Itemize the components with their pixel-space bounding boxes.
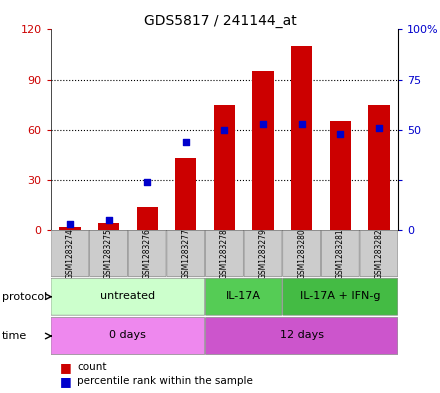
Text: IL-17A: IL-17A: [226, 291, 261, 301]
Bar: [214, 105, 235, 230]
Text: percentile rank within the sample: percentile rank within the sample: [77, 376, 253, 386]
Text: GSM1283278: GSM1283278: [220, 228, 229, 279]
Text: GSM1283282: GSM1283282: [374, 228, 383, 279]
FancyBboxPatch shape: [244, 230, 282, 277]
Point: [182, 139, 189, 145]
FancyBboxPatch shape: [51, 230, 89, 277]
Text: 12 days: 12 days: [280, 330, 324, 340]
Bar: [136, 206, 158, 230]
FancyBboxPatch shape: [51, 278, 205, 315]
Point: [105, 217, 112, 223]
FancyBboxPatch shape: [205, 318, 398, 354]
FancyBboxPatch shape: [283, 230, 321, 277]
FancyBboxPatch shape: [321, 230, 359, 277]
FancyBboxPatch shape: [128, 230, 166, 277]
Text: GSM1283275: GSM1283275: [104, 228, 113, 279]
FancyBboxPatch shape: [51, 318, 205, 354]
Bar: [59, 226, 81, 230]
Text: GDS5817 / 241144_at: GDS5817 / 241144_at: [143, 14, 297, 28]
Point: [66, 221, 73, 227]
FancyBboxPatch shape: [205, 278, 282, 315]
FancyBboxPatch shape: [167, 230, 205, 277]
Point: [298, 121, 305, 127]
Text: GSM1283281: GSM1283281: [336, 228, 345, 279]
Text: IL-17A + IFN-g: IL-17A + IFN-g: [300, 291, 381, 301]
Text: GSM1283276: GSM1283276: [143, 228, 152, 279]
Bar: [253, 71, 274, 230]
FancyBboxPatch shape: [283, 278, 398, 315]
Text: GSM1283279: GSM1283279: [259, 228, 268, 279]
Text: protocol: protocol: [2, 292, 48, 302]
Point: [221, 127, 228, 133]
Bar: [98, 223, 119, 230]
Point: [260, 121, 267, 127]
Text: 0 days: 0 days: [110, 330, 146, 340]
Bar: [330, 121, 351, 230]
FancyBboxPatch shape: [360, 230, 398, 277]
Bar: [368, 105, 389, 230]
Text: GSM1283280: GSM1283280: [297, 228, 306, 279]
FancyBboxPatch shape: [205, 230, 243, 277]
Point: [143, 179, 150, 185]
Point: [337, 130, 344, 137]
Text: ■: ■: [59, 375, 71, 388]
Bar: [175, 158, 196, 230]
Text: time: time: [2, 331, 27, 341]
Point: [375, 125, 382, 131]
Text: count: count: [77, 362, 106, 373]
Text: ■: ■: [59, 361, 71, 374]
Bar: [291, 46, 312, 230]
Text: GSM1283277: GSM1283277: [181, 228, 190, 279]
Text: GSM1283274: GSM1283274: [66, 228, 74, 279]
FancyBboxPatch shape: [90, 230, 128, 277]
Text: untreated: untreated: [100, 291, 155, 301]
